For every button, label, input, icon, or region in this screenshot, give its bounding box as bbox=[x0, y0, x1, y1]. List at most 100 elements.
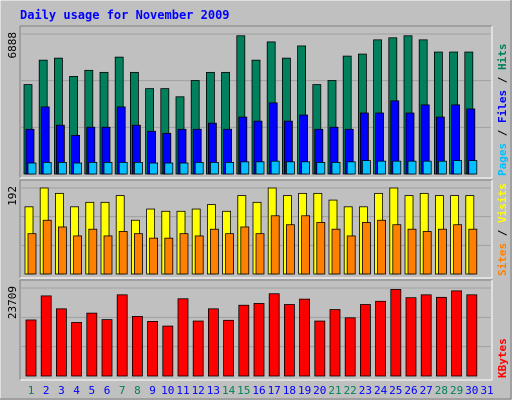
x-tick-label: 4 bbox=[73, 384, 80, 397]
legend-item-kbytes: KBytes bbox=[496, 338, 509, 378]
x-tick-label: 15 bbox=[237, 384, 250, 397]
kbytes-bar bbox=[147, 321, 159, 377]
x-tick-label: 22 bbox=[344, 384, 357, 397]
kbytes-bar bbox=[192, 320, 204, 377]
pages-bar bbox=[225, 162, 235, 175]
kbytes-bar bbox=[25, 319, 37, 377]
x-tick-label: 19 bbox=[298, 384, 311, 397]
kbytes-bar bbox=[329, 309, 341, 377]
x-tick-label: 12 bbox=[192, 384, 205, 397]
x-tick-label: 16 bbox=[252, 384, 265, 397]
pages-bar bbox=[149, 162, 159, 175]
kbytes-bar bbox=[299, 298, 311, 377]
sites-bar bbox=[164, 237, 174, 275]
kbytes-bar bbox=[359, 304, 371, 377]
sites-bar bbox=[133, 233, 143, 275]
x-tick-label: 13 bbox=[207, 384, 220, 397]
pages-bar bbox=[422, 160, 432, 175]
pages-bar bbox=[42, 162, 52, 175]
legend-item-pages: Pages bbox=[496, 143, 509, 176]
sites-bar bbox=[361, 222, 371, 275]
x-tick-label: 18 bbox=[283, 384, 296, 397]
kbytes-bar bbox=[207, 308, 219, 377]
pages-bar bbox=[407, 160, 417, 175]
sites-bar bbox=[118, 231, 128, 275]
sites-bar bbox=[58, 226, 67, 275]
kbytes-bar bbox=[56, 308, 67, 377]
x-tick-label: 31 bbox=[480, 384, 493, 397]
pages-bar bbox=[285, 161, 295, 175]
sites-bar bbox=[331, 228, 341, 275]
x-tick-label: 27 bbox=[420, 384, 433, 397]
kbytes-bar bbox=[40, 295, 52, 377]
pages-bar bbox=[301, 161, 311, 175]
kbytes-bar bbox=[435, 296, 447, 377]
kbytes-bar bbox=[177, 298, 189, 377]
sites-bar bbox=[407, 228, 417, 275]
kbytes-bar bbox=[223, 319, 235, 377]
kbytes-bar bbox=[420, 294, 432, 377]
pages-bar bbox=[453, 160, 463, 175]
kbytes-bar bbox=[283, 304, 295, 377]
x-tick-label: 23 bbox=[359, 384, 372, 397]
sites-bar bbox=[88, 228, 98, 275]
pages-bar bbox=[209, 162, 219, 175]
x-tick-label: 5 bbox=[88, 384, 95, 397]
x-tick-label: 10 bbox=[161, 384, 174, 397]
legend-item-sites: Sites bbox=[496, 243, 509, 276]
legend-separator: / bbox=[496, 223, 509, 243]
x-tick-label: 3 bbox=[58, 384, 65, 397]
pages-bar bbox=[331, 162, 341, 175]
kbytes-bar bbox=[390, 289, 402, 377]
pages-bar bbox=[437, 160, 447, 175]
pages-bar bbox=[316, 162, 326, 175]
kbytes-bar bbox=[375, 300, 387, 377]
x-tick-label: 30 bbox=[465, 384, 478, 397]
sites-bar bbox=[453, 224, 463, 275]
kbytes-bar bbox=[451, 290, 463, 377]
legend-item-visits: Visits bbox=[496, 183, 509, 223]
sites-bar bbox=[27, 233, 37, 275]
pages-bar bbox=[240, 161, 250, 175]
pages-bar bbox=[118, 162, 128, 175]
x-tick-label: 25 bbox=[389, 384, 402, 397]
y-axis-max-label: 23709 bbox=[6, 286, 19, 319]
pages-bar bbox=[133, 162, 143, 175]
y-axis-max-label: 192 bbox=[6, 186, 19, 206]
sites-bar bbox=[255, 233, 265, 275]
sites-bar bbox=[270, 215, 280, 275]
pages-bar bbox=[194, 162, 204, 175]
sites-bar bbox=[240, 226, 250, 275]
x-tick-label: 1 bbox=[28, 384, 35, 397]
x-tick-label: 6 bbox=[104, 384, 111, 397]
x-tick-label: 17 bbox=[268, 384, 281, 397]
x-tick-label: 24 bbox=[374, 384, 388, 397]
x-tick-label: 29 bbox=[450, 384, 463, 397]
pages-bar bbox=[468, 160, 478, 175]
x-tick-label: 7 bbox=[119, 384, 126, 397]
pages-bar bbox=[361, 160, 371, 175]
pages-bar bbox=[58, 162, 67, 175]
legend: Pages / Files / Hits bbox=[496, 44, 509, 177]
sites-bar bbox=[346, 235, 356, 275]
x-tick-label: 2 bbox=[43, 384, 50, 397]
x-tick-label: 21 bbox=[328, 384, 341, 397]
legend-separator: / bbox=[496, 70, 509, 90]
x-tick-label: 28 bbox=[435, 384, 448, 397]
sites-bar bbox=[377, 219, 387, 275]
chart-title: Daily usage for November 2009 bbox=[20, 8, 230, 22]
sites-bar bbox=[468, 228, 478, 275]
legend-separator: / bbox=[496, 123, 509, 143]
pages-bar bbox=[27, 162, 37, 175]
y-axis-max-label: 6888 bbox=[6, 32, 19, 59]
x-tick-label: 26 bbox=[404, 384, 417, 397]
sites-bar bbox=[209, 228, 219, 275]
sites-bar bbox=[392, 224, 402, 275]
kbytes-bar bbox=[466, 294, 478, 377]
pages-bar bbox=[73, 162, 82, 175]
sites-bar bbox=[179, 233, 189, 275]
x-tick-label: 9 bbox=[149, 384, 156, 397]
pages-bar bbox=[392, 160, 402, 175]
sites-bar bbox=[316, 222, 326, 275]
